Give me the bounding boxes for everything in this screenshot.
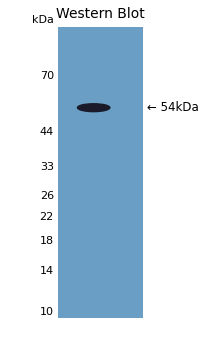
- Text: 18: 18: [39, 236, 54, 246]
- Text: 26: 26: [39, 191, 54, 201]
- Text: kDa: kDa: [32, 15, 54, 25]
- Text: 10: 10: [40, 307, 54, 317]
- Text: 70: 70: [39, 71, 54, 81]
- Text: 33: 33: [40, 162, 54, 173]
- Text: Western Blot: Western Blot: [56, 7, 144, 21]
- Text: 14: 14: [39, 267, 54, 276]
- Text: 44: 44: [39, 127, 54, 137]
- Text: 22: 22: [39, 212, 54, 222]
- Ellipse shape: [77, 104, 109, 112]
- Text: ← 54kDa: ← 54kDa: [146, 101, 198, 114]
